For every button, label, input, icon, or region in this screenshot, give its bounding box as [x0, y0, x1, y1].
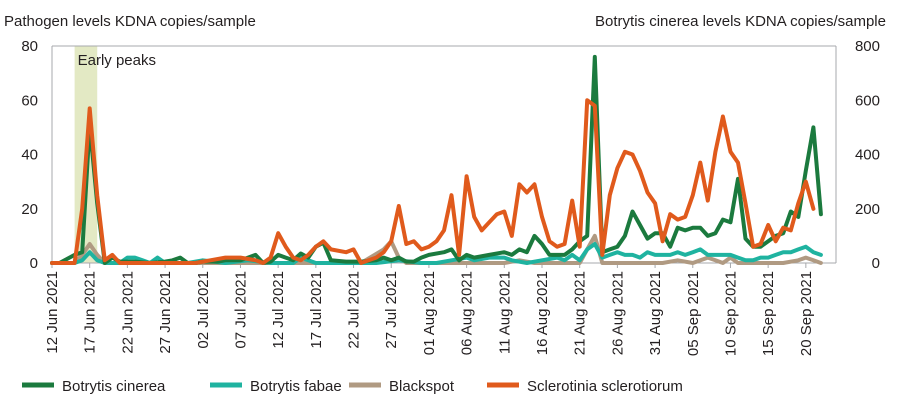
legend-label-blackspot: Blackspot: [389, 378, 455, 395]
x-tick-label: 22 Jul 2021: [346, 271, 363, 349]
x-tick-label: 17 Jul 2021: [308, 271, 325, 349]
y-left-axis-title: Pathogen levels KDNA copies/sample: [4, 13, 256, 30]
y-left-tick-label: 20: [21, 201, 38, 218]
x-tick-label: 27 Jun 2021: [157, 271, 174, 354]
x-tick-label: 17 Jun 2021: [82, 271, 99, 354]
x-tick-label: 02 Jul 2021: [195, 271, 212, 349]
x-tick-label: 01 Aug 2021: [421, 271, 438, 355]
y-left-tick-label: 40: [21, 147, 38, 164]
x-tick-label: 26 Aug 2021: [609, 271, 626, 355]
x-tick-label: 10 Sep 2021: [722, 271, 739, 356]
y-right-tick-label: 0: [872, 255, 880, 272]
y-right-tick-label: 400: [855, 147, 880, 164]
early-peaks-label: Early peaks: [78, 52, 156, 69]
x-tick-label: 05 Sep 2021: [685, 271, 702, 356]
x-tick-label: 20 Sep 2021: [798, 271, 815, 356]
legend: Botrytis cinerea Botrytis fabae Blackspot S…: [22, 378, 683, 395]
x-tick-label: 31 Aug 2021: [647, 271, 664, 355]
x-tick-label: 06 Aug 2021: [459, 271, 476, 355]
y-right-axis-title: Botrytis cinerea levels KDNA copies/samp…: [595, 13, 886, 30]
legend-label-botrytis-cinerea: Botrytis cinerea: [62, 378, 166, 395]
x-tick-label: 21 Aug 2021: [572, 271, 589, 355]
y-right-tick-label: 200: [855, 201, 880, 218]
y-left-tick-label: 0: [30, 255, 38, 272]
y-left-tick-label: 80: [21, 38, 38, 55]
x-tick-label: 15 Sep 2021: [760, 271, 777, 356]
y-right-tick-label: 800: [855, 38, 880, 55]
x-tick-label: 27 Jul 2021: [383, 271, 400, 349]
x-tick-label: 22 Jun 2021: [119, 271, 136, 354]
x-tick-label: 12 Jun 2021: [44, 271, 61, 354]
x-tick-label: 16 Aug 2021: [534, 271, 551, 355]
y-right-tick-label: 600: [855, 92, 880, 109]
series-line-sclerotinia-sclerotiorum: [50, 98, 816, 265]
y-left-tick-label: 60: [21, 92, 38, 109]
legend-label-sclerotinia-sclerotiorum: Sclerotinia sclerotiorum: [527, 378, 683, 395]
x-tick-label: 07 Jul 2021: [232, 271, 249, 349]
x-tick-label: 12 Jul 2021: [270, 271, 287, 349]
x-tick-label: 11 Aug 2021: [496, 271, 513, 354]
legend-label-botrytis-fabae: Botrytis fabae: [250, 378, 342, 395]
series-line-botrytis-cinerea: [50, 54, 823, 265]
